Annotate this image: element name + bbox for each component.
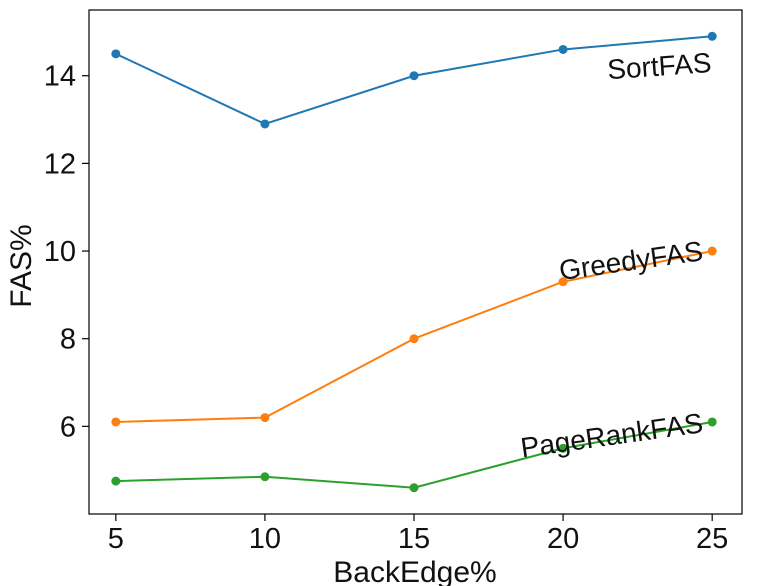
sortfas-point-3 (558, 44, 568, 54)
y-tick-label: 8 (60, 324, 76, 356)
sortfas-point-0 (111, 49, 121, 59)
sortfas-point-1 (260, 119, 270, 129)
greedyfas-point-4 (707, 246, 717, 256)
x-tick-label: 15 (398, 523, 430, 555)
greedyfas-point-3 (558, 277, 568, 287)
pagerankfas-point-0 (111, 476, 121, 486)
greedyfas-point-1 (260, 413, 270, 423)
pagerankfas-point-2 (409, 483, 419, 493)
sortfas-point-4 (707, 31, 717, 41)
greedyfas-point-0 (111, 417, 121, 427)
sortfas-label: SortFAS (606, 47, 712, 85)
x-axis-label: BackEdge% (333, 556, 496, 586)
y-tick-label: 14 (44, 61, 76, 93)
x-tick-label: 20 (547, 523, 579, 555)
pagerankfas-point-1 (260, 472, 270, 482)
y-axis-label: FAS% (5, 224, 38, 307)
sortfas-point-2 (409, 71, 419, 81)
y-tick-label: 10 (44, 236, 76, 268)
pagerankfas-point-4 (707, 417, 717, 427)
y-tick-label: 12 (44, 148, 76, 180)
x-tick-label: 25 (696, 523, 728, 555)
pagerankfas-point-3 (558, 443, 568, 453)
y-tick-label: 6 (60, 411, 76, 443)
greedyfas-point-2 (409, 334, 419, 344)
series-points (111, 31, 717, 493)
y-axis: 6 8 10 12 14 (44, 61, 89, 443)
x-axis: 5 10 15 20 25 (108, 514, 728, 555)
plot-frame (88, 9, 743, 515)
x-tick-label: 5 (108, 523, 124, 555)
x-tick-label: 10 (249, 523, 281, 555)
